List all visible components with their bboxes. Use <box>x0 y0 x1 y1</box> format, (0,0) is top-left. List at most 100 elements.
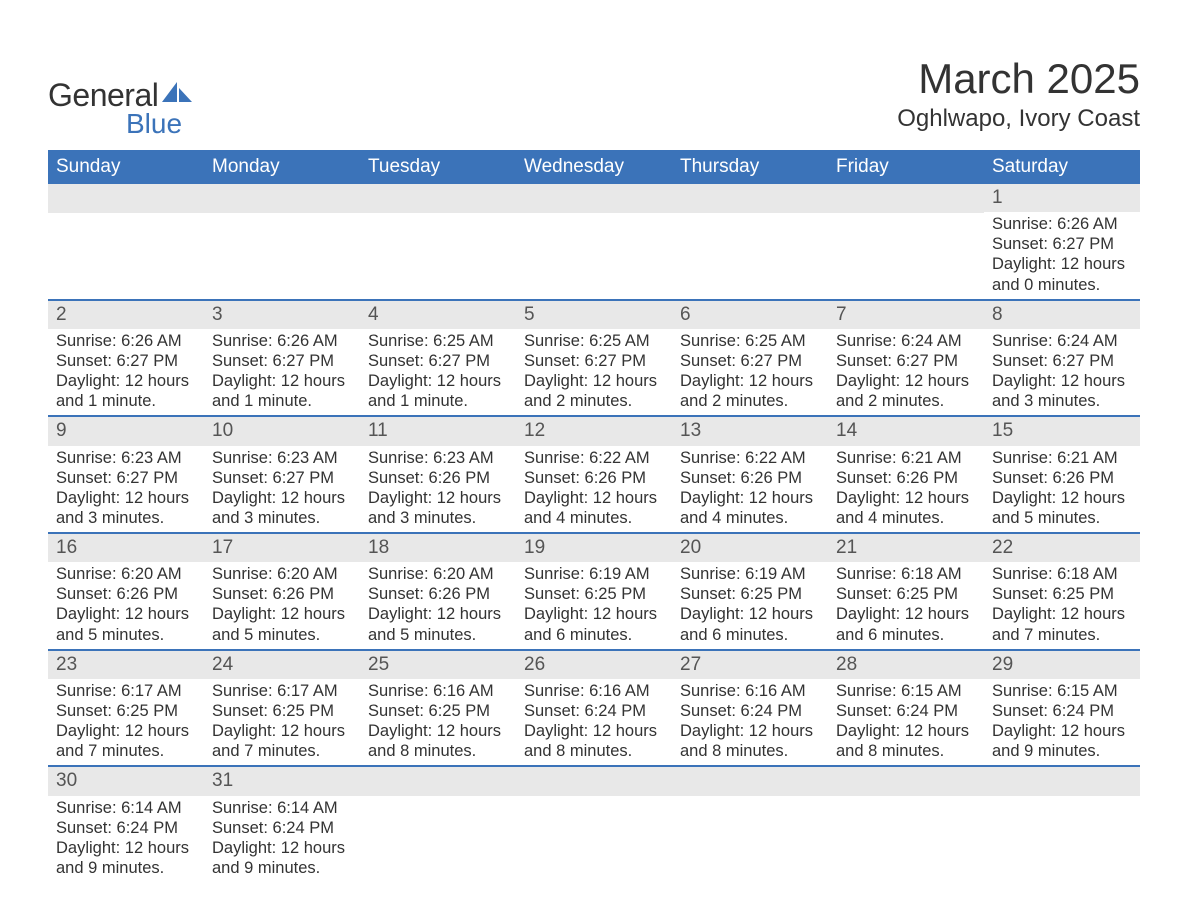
day-number: 25 <box>360 651 516 679</box>
daylight-text: Daylight: 12 hours and 2 minutes. <box>680 371 820 411</box>
sunrise-text: Sunrise: 6:25 AM <box>368 331 508 351</box>
calendar-day-cell: 12 Sunrise: 6:22 AMSunset: 6:26 PMDayligh… <box>516 416 672 533</box>
day-number <box>828 767 984 796</box>
sunrise-text: Sunrise: 6:16 AM <box>368 681 508 701</box>
header-section: General Blue March 2025 Oghlwapo, Ivory … <box>48 55 1140 140</box>
sunrise-text: Sunrise: 6:22 AM <box>524 448 664 468</box>
day-number: 4 <box>360 301 516 329</box>
daylight-text: Daylight: 12 hours and 7 minutes. <box>992 604 1132 644</box>
day-number: 17 <box>204 534 360 562</box>
sunset-text: Sunset: 6:24 PM <box>836 701 976 721</box>
calendar-day-cell: 28Sunrise: 6:15 AMSunset: 6:24 PMDayligh… <box>828 650 984 767</box>
day-number: 7 <box>828 301 984 329</box>
calendar-day-cell: 27Sunrise: 6:16 AMSunset: 6:24 PMDayligh… <box>672 650 828 767</box>
daylight-text: Daylight: 12 hours and 2 minutes. <box>524 371 664 411</box>
day-number: 18 <box>360 534 516 562</box>
day-data: Sunrise: 6:20 AMSunset: 6:26 PMDaylight:… <box>204 562 360 649</box>
sunrise-text: Sunrise: 6:14 AM <box>212 798 352 818</box>
weekday-header: Wednesday <box>516 150 672 184</box>
day-data: Sunrise: 6:26 AMSunset: 6:27 PMDaylight:… <box>984 212 1140 299</box>
calendar-day-cell: 7Sunrise: 6:24 AMSunset: 6:27 PMDaylight… <box>828 300 984 417</box>
sunrise-text: Sunrise: 6:26 AM <box>992 214 1132 234</box>
calendar-day-cell: 25Sunrise: 6:16 AMSunset: 6:25 PMDayligh… <box>360 650 516 767</box>
daylight-text: Daylight: 12 hours and 3 minutes. <box>212 488 352 528</box>
day-number: 20 <box>672 534 828 562</box>
day-data: Sunrise: 6:16 AMSunset: 6:24 PMDaylight:… <box>672 679 828 766</box>
calendar-day-cell: 3Sunrise: 6:26 AMSunset: 6:27 PMDaylight… <box>204 300 360 417</box>
calendar-day-cell: 13Sunrise: 6:22 AMSunset: 6:26 PMDayligh… <box>672 416 828 533</box>
sunset-text: Sunset: 6:27 PM <box>992 351 1132 371</box>
title-block: March 2025 Oghlwapo, Ivory Coast <box>897 55 1140 133</box>
day-number: 19 <box>516 534 672 562</box>
daylight-text: Daylight: 12 hours and 6 minutes. <box>524 604 664 644</box>
daylight-text: Daylight: 12 hours and 8 minutes. <box>524 721 664 761</box>
calendar-day-cell: 9Sunrise: 6:23 AMSunset: 6:27 PMDaylight… <box>48 416 204 533</box>
sunrise-text: Sunrise: 6:23 AM <box>212 448 352 468</box>
month-title: March 2025 <box>897 55 1140 103</box>
day-data: Sunrise: 6:20 AMSunset: 6:26 PMDaylight:… <box>360 562 516 649</box>
calendar-day-cell: 21Sunrise: 6:18 AMSunset: 6:25 PMDayligh… <box>828 533 984 650</box>
day-number: 28 <box>828 651 984 679</box>
day-number <box>672 767 828 796</box>
daylight-text: Daylight: 12 hours and 5 minutes. <box>212 604 352 644</box>
sunset-text: Sunset: 6:25 PM <box>680 584 820 604</box>
day-number: 29 <box>984 651 1140 679</box>
sunset-text: Sunset: 6:25 PM <box>56 701 196 721</box>
day-data: Sunrise: 6:21 AMSunset: 6:26 PMDaylight:… <box>984 446 1140 533</box>
calendar-day-cell: 4Sunrise: 6:25 AMSunset: 6:27 PMDaylight… <box>360 300 516 417</box>
daylight-text: Daylight: 12 hours and 2 minutes. <box>836 371 976 411</box>
sunrise-text: Sunrise: 6:18 AM <box>992 564 1132 584</box>
sunrise-text: Sunrise: 6:24 AM <box>992 331 1132 351</box>
day-data: Sunrise: 6:17 AMSunset: 6:25 PMDaylight:… <box>48 679 204 766</box>
calendar-day-cell <box>360 766 516 882</box>
calendar-day-cell <box>204 184 360 300</box>
sunset-text: Sunset: 6:24 PM <box>56 818 196 838</box>
sunset-text: Sunset: 6:25 PM <box>524 584 664 604</box>
day-data: Sunrise: 6:19 AMSunset: 6:25 PMDaylight:… <box>516 562 672 649</box>
day-number: 9 <box>48 417 204 445</box>
calendar-day-cell <box>984 766 1140 882</box>
day-number: 11 <box>360 417 516 445</box>
daylight-text: Daylight: 12 hours and 4 minutes. <box>524 488 664 528</box>
daylight-text: Daylight: 12 hours and 1 minute. <box>368 371 508 411</box>
calendar-day-cell: 19Sunrise: 6:19 AMSunset: 6:25 PMDayligh… <box>516 533 672 650</box>
calendar-day-cell: 17Sunrise: 6:20 AMSunset: 6:26 PMDayligh… <box>204 533 360 650</box>
daylight-text: Daylight: 12 hours and 4 minutes. <box>680 488 820 528</box>
day-data: Sunrise: 6:26 AMSunset: 6:27 PMDaylight:… <box>48 329 204 416</box>
sunset-text: Sunset: 6:26 PM <box>836 468 976 488</box>
sunrise-text: Sunrise: 6:20 AM <box>212 564 352 584</box>
sunrise-text: Sunrise: 6:25 AM <box>680 331 820 351</box>
day-number <box>204 184 360 213</box>
day-data: Sunrise: 6:25 AMSunset: 6:27 PMDaylight:… <box>360 329 516 416</box>
day-number: 12 <box>516 417 672 445</box>
day-data <box>828 213 984 297</box>
daylight-text: Daylight: 12 hours and 3 minutes. <box>368 488 508 528</box>
day-data <box>516 796 672 880</box>
day-data <box>828 796 984 880</box>
calendar-day-cell: 29Sunrise: 6:15 AMSunset: 6:24 PMDayligh… <box>984 650 1140 767</box>
day-number: 21 <box>828 534 984 562</box>
daylight-text: Daylight: 12 hours and 6 minutes. <box>680 604 820 644</box>
day-number: 31 <box>204 767 360 795</box>
sunrise-text: Sunrise: 6:23 AM <box>368 448 508 468</box>
calendar-day-cell: 15Sunrise: 6:21 AMSunset: 6:26 PMDayligh… <box>984 416 1140 533</box>
daylight-text: Daylight: 12 hours and 9 minutes. <box>56 838 196 878</box>
sunrise-text: Sunrise: 6:22 AM <box>680 448 820 468</box>
calendar-page: General Blue March 2025 Oghlwapo, Ivory … <box>0 0 1188 922</box>
day-data <box>204 213 360 297</box>
day-data: Sunrise: 6:21 AMSunset: 6:26 PMDaylight:… <box>828 446 984 533</box>
sunrise-text: Sunrise: 6:23 AM <box>56 448 196 468</box>
calendar-day-cell: 5Sunrise: 6:25 AMSunset: 6:27 PMDaylight… <box>516 300 672 417</box>
sunset-text: Sunset: 6:24 PM <box>524 701 664 721</box>
calendar-day-cell: 26Sunrise: 6:16 AMSunset: 6:24 PMDayligh… <box>516 650 672 767</box>
calendar-day-cell: 11Sunrise: 6:23 AMSunset: 6:26 PMDayligh… <box>360 416 516 533</box>
calendar-day-cell <box>672 766 828 882</box>
day-data <box>516 213 672 297</box>
calendar-day-cell: 24Sunrise: 6:17 AMSunset: 6:25 PMDayligh… <box>204 650 360 767</box>
daylight-text: Daylight: 12 hours and 6 minutes. <box>836 604 976 644</box>
day-data: Sunrise: 6:15 AMSunset: 6:24 PMDaylight:… <box>828 679 984 766</box>
day-number: 8 <box>984 301 1140 329</box>
sunset-text: Sunset: 6:26 PM <box>524 468 664 488</box>
sunset-text: Sunset: 6:25 PM <box>212 701 352 721</box>
sunset-text: Sunset: 6:25 PM <box>836 584 976 604</box>
